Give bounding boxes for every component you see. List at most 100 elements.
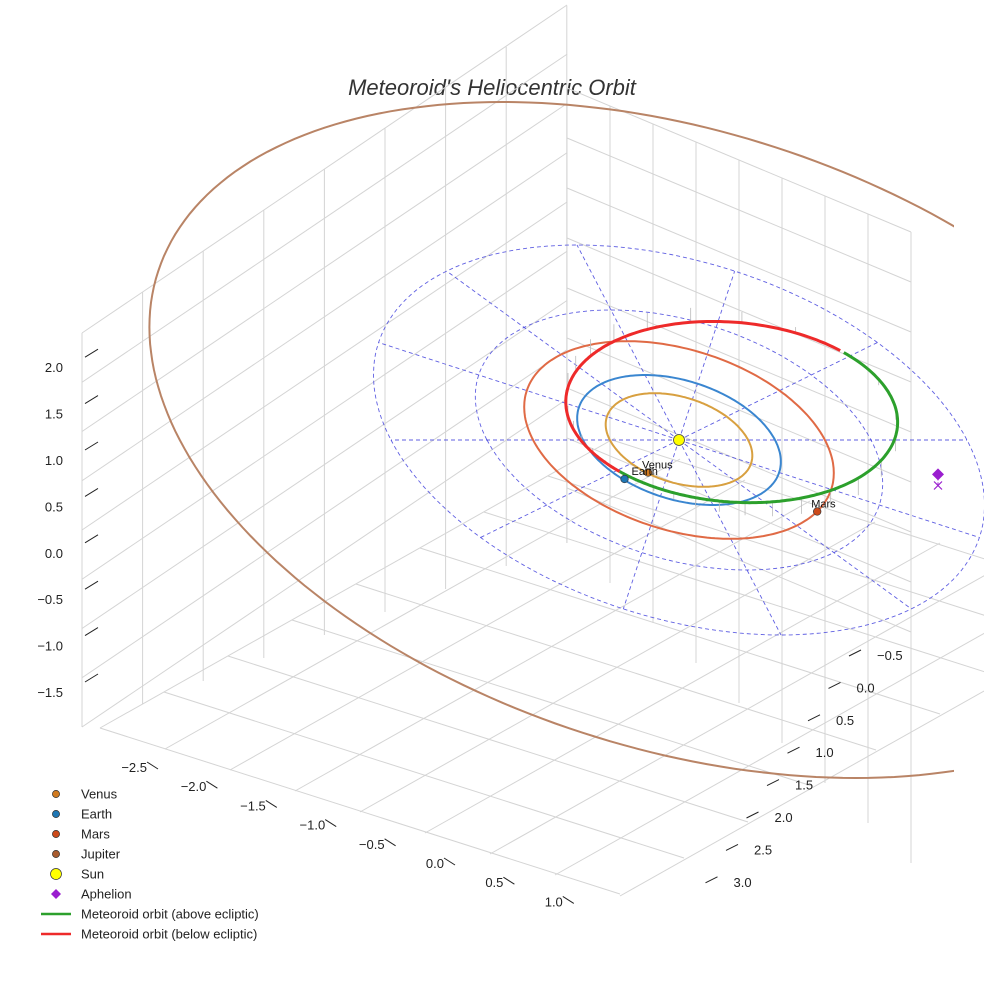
grid-line (294, 500, 811, 792)
y-tick-mark (766, 779, 780, 787)
y-tick-label: −0.5 (877, 648, 903, 663)
y-tick-mark (746, 811, 759, 819)
grid-line (566, 187, 912, 333)
ecliptic-radial (678, 342, 878, 441)
legend-label: Venus (81, 787, 118, 802)
x-tick-mark (443, 857, 456, 866)
meteoroid-orbit-above (618, 351, 900, 505)
grid-line (489, 575, 984, 855)
grid-line (566, 387, 912, 533)
x-tick-label: −1.5 (240, 798, 266, 813)
z-tick-mark (84, 627, 99, 637)
legend-item: Sun (50, 867, 104, 882)
grid-line (81, 4, 568, 334)
z-tick-mark (84, 673, 99, 683)
grid-line (164, 458, 681, 750)
grid-line (554, 632, 984, 876)
meteoroid-orbit (564, 320, 900, 505)
legend-item: Meteoroid orbit (above ecliptic) (41, 907, 259, 922)
x-tick-mark (562, 895, 575, 904)
z-tick-mark (84, 580, 99, 590)
legend-swatch-circle (52, 810, 60, 818)
x-tick-label: 0.0 (426, 856, 444, 871)
axis-ticks: −1.5 −1.0 −0.5 0.0 0.5 1.0 1.5 2.0 −2.5 −2.0 −1.5 −… (37, 348, 903, 909)
planet-mars (813, 507, 822, 516)
z-tick-label: −0.5 (37, 592, 63, 607)
legend-label: Jupiter (81, 847, 121, 862)
x-tick-mark (265, 799, 278, 808)
x-tick-label: −2.0 (181, 779, 207, 794)
x-tick-mark (146, 761, 159, 770)
legend-label: Meteoroid orbit (above ecliptic) (81, 907, 259, 922)
grid-line (566, 137, 912, 283)
legend-swatch-circle (52, 830, 60, 838)
x-tick-label: −2.5 (121, 760, 147, 775)
planet-label-venus: Venus (642, 460, 673, 472)
y-tick-mark (705, 876, 718, 884)
x-tick-label: −0.5 (359, 837, 385, 852)
ecliptic-radial (378, 342, 680, 441)
legend-label: Mars (81, 827, 110, 842)
y-tick-label: 2.0 (775, 810, 793, 825)
x-tick-mark (503, 876, 515, 885)
grid-line (424, 542, 941, 834)
grid-line (81, 349, 568, 679)
orbit-mars (523, 340, 835, 540)
grid-line (566, 287, 912, 433)
ecliptic-radial (678, 270, 736, 441)
y-tick-label: 2.5 (754, 842, 772, 857)
grid-line (99, 727, 621, 895)
aphelion-projection (933, 481, 943, 490)
grid-line (81, 152, 568, 482)
x-tick-label: 1.0 (545, 894, 563, 909)
grid-line (291, 619, 813, 787)
grid-line (81, 103, 568, 432)
orbit-venus (604, 392, 754, 488)
z-tick-mark (84, 487, 99, 497)
legend-label: Meteoroid orbit (below ecliptic) (81, 927, 257, 942)
z-tick-label: 0.0 (45, 546, 63, 561)
z-tick-mark (84, 534, 99, 544)
y-tick-mark (828, 681, 841, 689)
x-tick-label: 0.5 (485, 875, 503, 890)
grid-line (611, 439, 984, 560)
y-tick-label: 0.0 (857, 680, 875, 695)
grid-line (359, 521, 876, 813)
legend-item: Jupiter (52, 847, 121, 862)
legend-swatch-circle (52, 850, 60, 858)
grid-line (566, 487, 912, 633)
legend-label: Earth (81, 807, 112, 822)
y-tick-label: 1.5 (795, 778, 813, 793)
orbit-earth (576, 374, 782, 506)
legend-swatch-circle (52, 790, 60, 798)
z-tick-label: 0.5 (45, 499, 63, 514)
y-tick-mark (848, 649, 862, 657)
grid-line (619, 690, 984, 897)
legend-item: Earth (52, 807, 112, 822)
z-tick-label: 1.5 (45, 407, 63, 422)
grid-line (81, 250, 568, 580)
z-tick-mark (84, 395, 99, 405)
grid-line (547, 475, 984, 616)
grid-line (99, 437, 616, 729)
ecliptic-radial (446, 270, 680, 441)
grid-line (81, 398, 568, 728)
x-tick-label: −1.0 (300, 818, 326, 833)
sun-marker (673, 434, 685, 446)
grid-line (163, 691, 685, 859)
z-tick-label: −1.0 (37, 639, 63, 654)
ecliptic-radial (678, 439, 782, 636)
grid-line (355, 583, 877, 751)
z-tick-label: 2.0 (45, 360, 63, 375)
z-tick-mark (84, 348, 99, 358)
y-tick-mark (787, 746, 800, 754)
orbit-jupiter (148, 100, 954, 780)
aphelion-marker (932, 468, 944, 481)
planet-venus (643, 468, 653, 477)
z-tick-label: −1.5 (37, 685, 63, 700)
ecliptic-radial (678, 439, 912, 610)
grid-line (483, 511, 984, 673)
ecliptic-radial (622, 439, 680, 610)
